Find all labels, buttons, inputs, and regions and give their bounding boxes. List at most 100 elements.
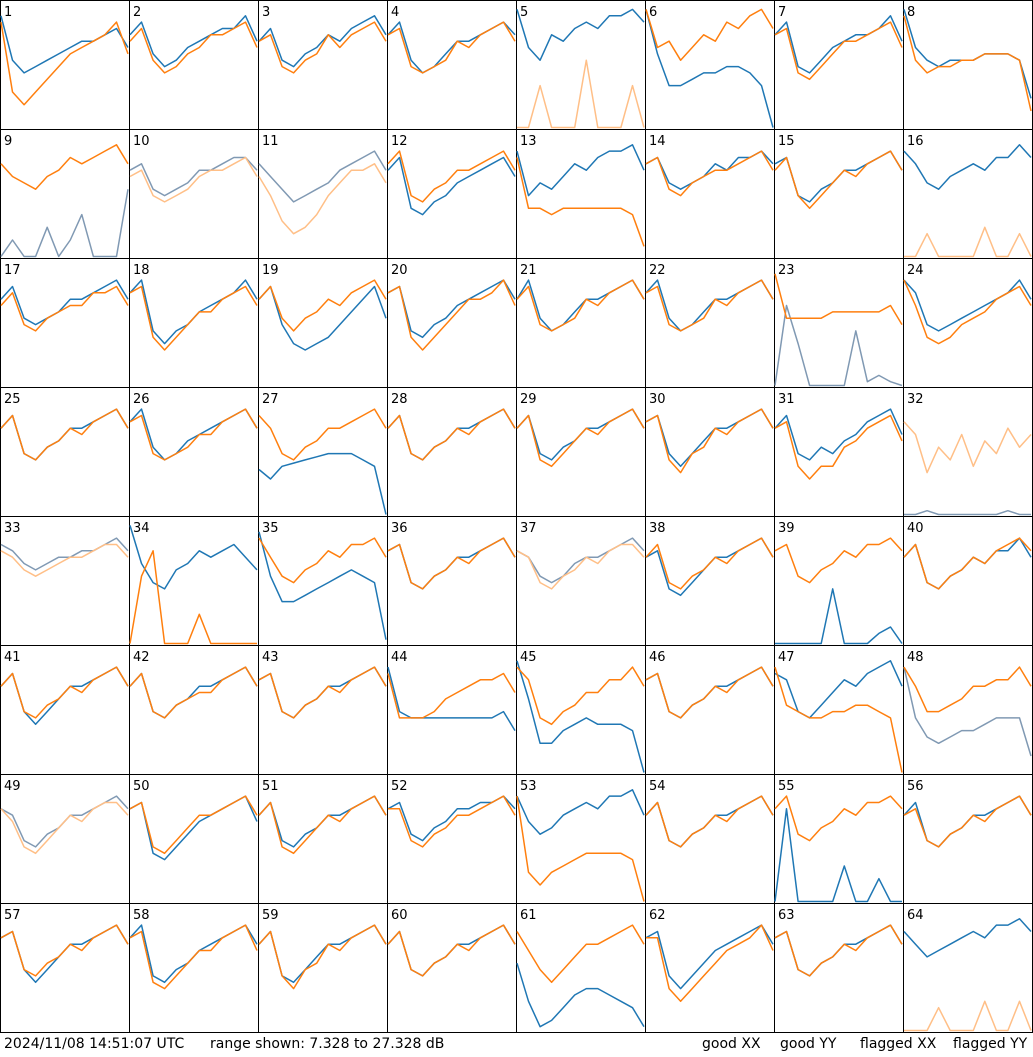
panel-frame — [258, 516, 388, 646]
xx-spectrum — [0, 279, 129, 326]
panel: 49 — [0, 774, 130, 904]
panel-label: 47 — [778, 650, 795, 665]
panel-label: 13 — [520, 134, 537, 149]
yy-spectrum — [387, 150, 516, 203]
yy-spectrum — [0, 543, 129, 577]
panel: 63 — [774, 903, 904, 1033]
yy-spectrum — [645, 408, 774, 474]
yy-spectrum — [774, 666, 903, 773]
yy-spectrum — [258, 537, 387, 584]
legend-good-xx: good XX — [702, 1036, 761, 1052]
yy-spectrum — [516, 924, 645, 984]
yy-spectrum — [903, 15, 1032, 112]
panel-label: 38 — [649, 521, 666, 536]
panel-frame — [516, 903, 646, 1033]
xx-spectrum — [774, 15, 903, 74]
panel: 64 — [903, 903, 1033, 1033]
panel: 26 — [129, 387, 259, 517]
panel-label: 27 — [262, 392, 279, 407]
panel: 33 — [0, 516, 130, 646]
yy-spectrum — [774, 21, 903, 81]
yy-spectrum — [258, 279, 387, 332]
yy-spectrum — [645, 150, 774, 197]
panel-label: 63 — [778, 908, 795, 923]
panel: 56 — [903, 774, 1033, 904]
panel-label: 6 — [649, 5, 657, 20]
panel-label: 10 — [133, 134, 150, 149]
xx-spectrum — [129, 525, 258, 590]
yy-spectrum — [774, 537, 903, 584]
panel: 55 — [774, 774, 904, 904]
panel: 37 — [516, 516, 646, 646]
yy-spectrum — [0, 285, 129, 332]
panel: 4 — [387, 0, 517, 130]
panel: 32 — [903, 387, 1033, 517]
yy-spectrum — [129, 156, 258, 203]
panel: 43 — [258, 645, 388, 775]
yy-spectrum — [387, 408, 516, 461]
xx-spectrum — [903, 144, 1032, 190]
range-prefix: range shown: — [210, 1036, 305, 1052]
panel-label: 36 — [391, 521, 408, 536]
panel: 14 — [645, 129, 775, 259]
panel-frame — [903, 387, 1033, 517]
legend-good-yy: good YY — [780, 1036, 837, 1052]
panel-frame — [0, 903, 130, 1033]
panel-frame — [258, 258, 388, 388]
yy-spectrum — [903, 421, 1032, 474]
xx-spectrum — [903, 279, 1032, 332]
panel-label: 7 — [778, 5, 786, 20]
panel: 16 — [903, 129, 1033, 259]
panel: 1 — [0, 0, 130, 130]
panel: 19 — [258, 258, 388, 388]
xx-spectrum — [775, 588, 903, 645]
panel-frame — [903, 774, 1033, 904]
panel-label: 49 — [4, 779, 21, 794]
panel-label: 62 — [649, 908, 666, 923]
panel-label: 53 — [520, 779, 537, 794]
panel-frame — [903, 0, 1033, 130]
xx-spectrum — [258, 285, 387, 351]
panel: 30 — [645, 387, 775, 517]
xx-spectrum — [774, 808, 902, 903]
panel-label: 11 — [262, 134, 279, 149]
panel: 15 — [774, 129, 904, 259]
panel-frame — [516, 0, 646, 130]
panel-label: 45 — [520, 650, 537, 665]
panel-label: 56 — [907, 779, 924, 794]
yy-spectrum — [516, 543, 645, 590]
yy-spectrum — [129, 550, 257, 645]
panel-frame — [129, 387, 259, 517]
panel-label: 16 — [907, 134, 924, 149]
panel-label: 44 — [391, 650, 408, 665]
panel-label: 34 — [133, 521, 150, 536]
panel-label: 5 — [520, 5, 528, 20]
panel-label: 32 — [907, 392, 924, 407]
panel-label: 9 — [4, 134, 12, 149]
panel: 57 — [0, 903, 130, 1033]
yy-spectrum — [645, 537, 774, 590]
yy-spectrum — [387, 21, 516, 74]
yy-spectrum — [129, 21, 258, 74]
yy-spectrum — [904, 1000, 1032, 1032]
panel: 51 — [258, 774, 388, 904]
xx-spectrum — [258, 452, 387, 515]
panel: 31 — [774, 387, 904, 517]
xx-spectrum — [516, 144, 645, 197]
panel-label: 61 — [520, 908, 537, 923]
yy-spectrum — [258, 924, 387, 990]
xx-spectrum — [516, 660, 645, 773]
panel: 52 — [387, 774, 517, 904]
xx-spectrum — [645, 924, 774, 990]
panel-label: 52 — [391, 779, 408, 794]
yy-spectrum — [903, 279, 1032, 345]
xx-spectrum — [258, 531, 387, 640]
xx-spectrum — [774, 660, 903, 719]
yy-spectrum — [258, 666, 387, 719]
yy-spectrum — [129, 408, 258, 461]
yy-spectrum — [904, 226, 1032, 258]
panel: 62 — [645, 903, 775, 1033]
panel-label: 19 — [262, 263, 279, 278]
panel: 48 — [903, 645, 1033, 775]
